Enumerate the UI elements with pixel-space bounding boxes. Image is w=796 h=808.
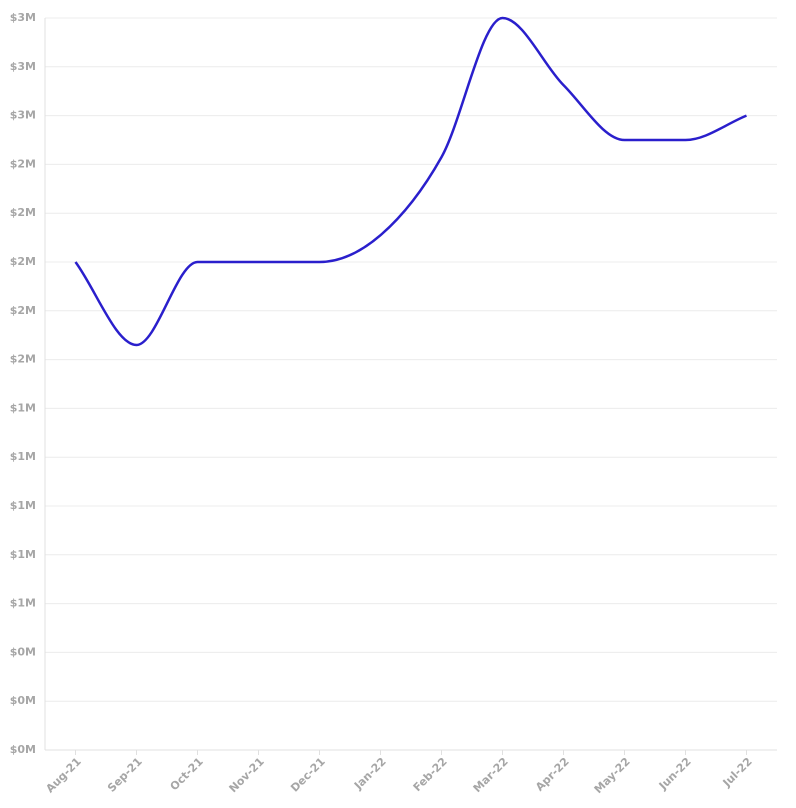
x-tick-label: Feb-22 (411, 755, 450, 794)
y-tick-label: $0M (10, 743, 36, 756)
x-tick-label: Dec-21 (288, 755, 328, 795)
y-tick-label: $2M (10, 157, 36, 170)
line (74, 16, 747, 347)
y-tick-label: $2M (10, 255, 36, 268)
y-tick-label: $2M (10, 206, 36, 219)
x-tick-label: Oct-21 (168, 755, 206, 793)
y-tick-label: $3M (10, 60, 36, 73)
y-tick-label: $3M (10, 109, 36, 122)
x-tick-label: Mar-22 (471, 755, 511, 795)
x-tick-label: Aug-21 (43, 755, 83, 795)
x-tick-label: Apr-22 (533, 755, 572, 794)
x-tick-label: Nov-21 (227, 755, 267, 795)
y-tick-label: $1M (10, 548, 36, 561)
x-tick-label: May-22 (592, 755, 633, 796)
y-tick-label: $1M (10, 450, 36, 463)
y-tick-label: $2M (10, 353, 36, 366)
y-tick-label: $0M (10, 645, 36, 658)
x-tick-label: Jul-22 (720, 755, 755, 790)
x-tick-label: Sep-21 (105, 755, 145, 795)
x-tick-label: Jan-22 (351, 755, 389, 793)
y-tick-label: $0M (10, 694, 36, 707)
y-tick-label: $2M (10, 304, 36, 317)
y-tick-label: $3M (10, 11, 36, 24)
y-tick-label: $1M (10, 499, 36, 512)
y-tick-label: $1M (10, 597, 36, 610)
x-tick-label: Jun-22 (656, 755, 694, 793)
y-tick-label: $1M (10, 401, 36, 414)
